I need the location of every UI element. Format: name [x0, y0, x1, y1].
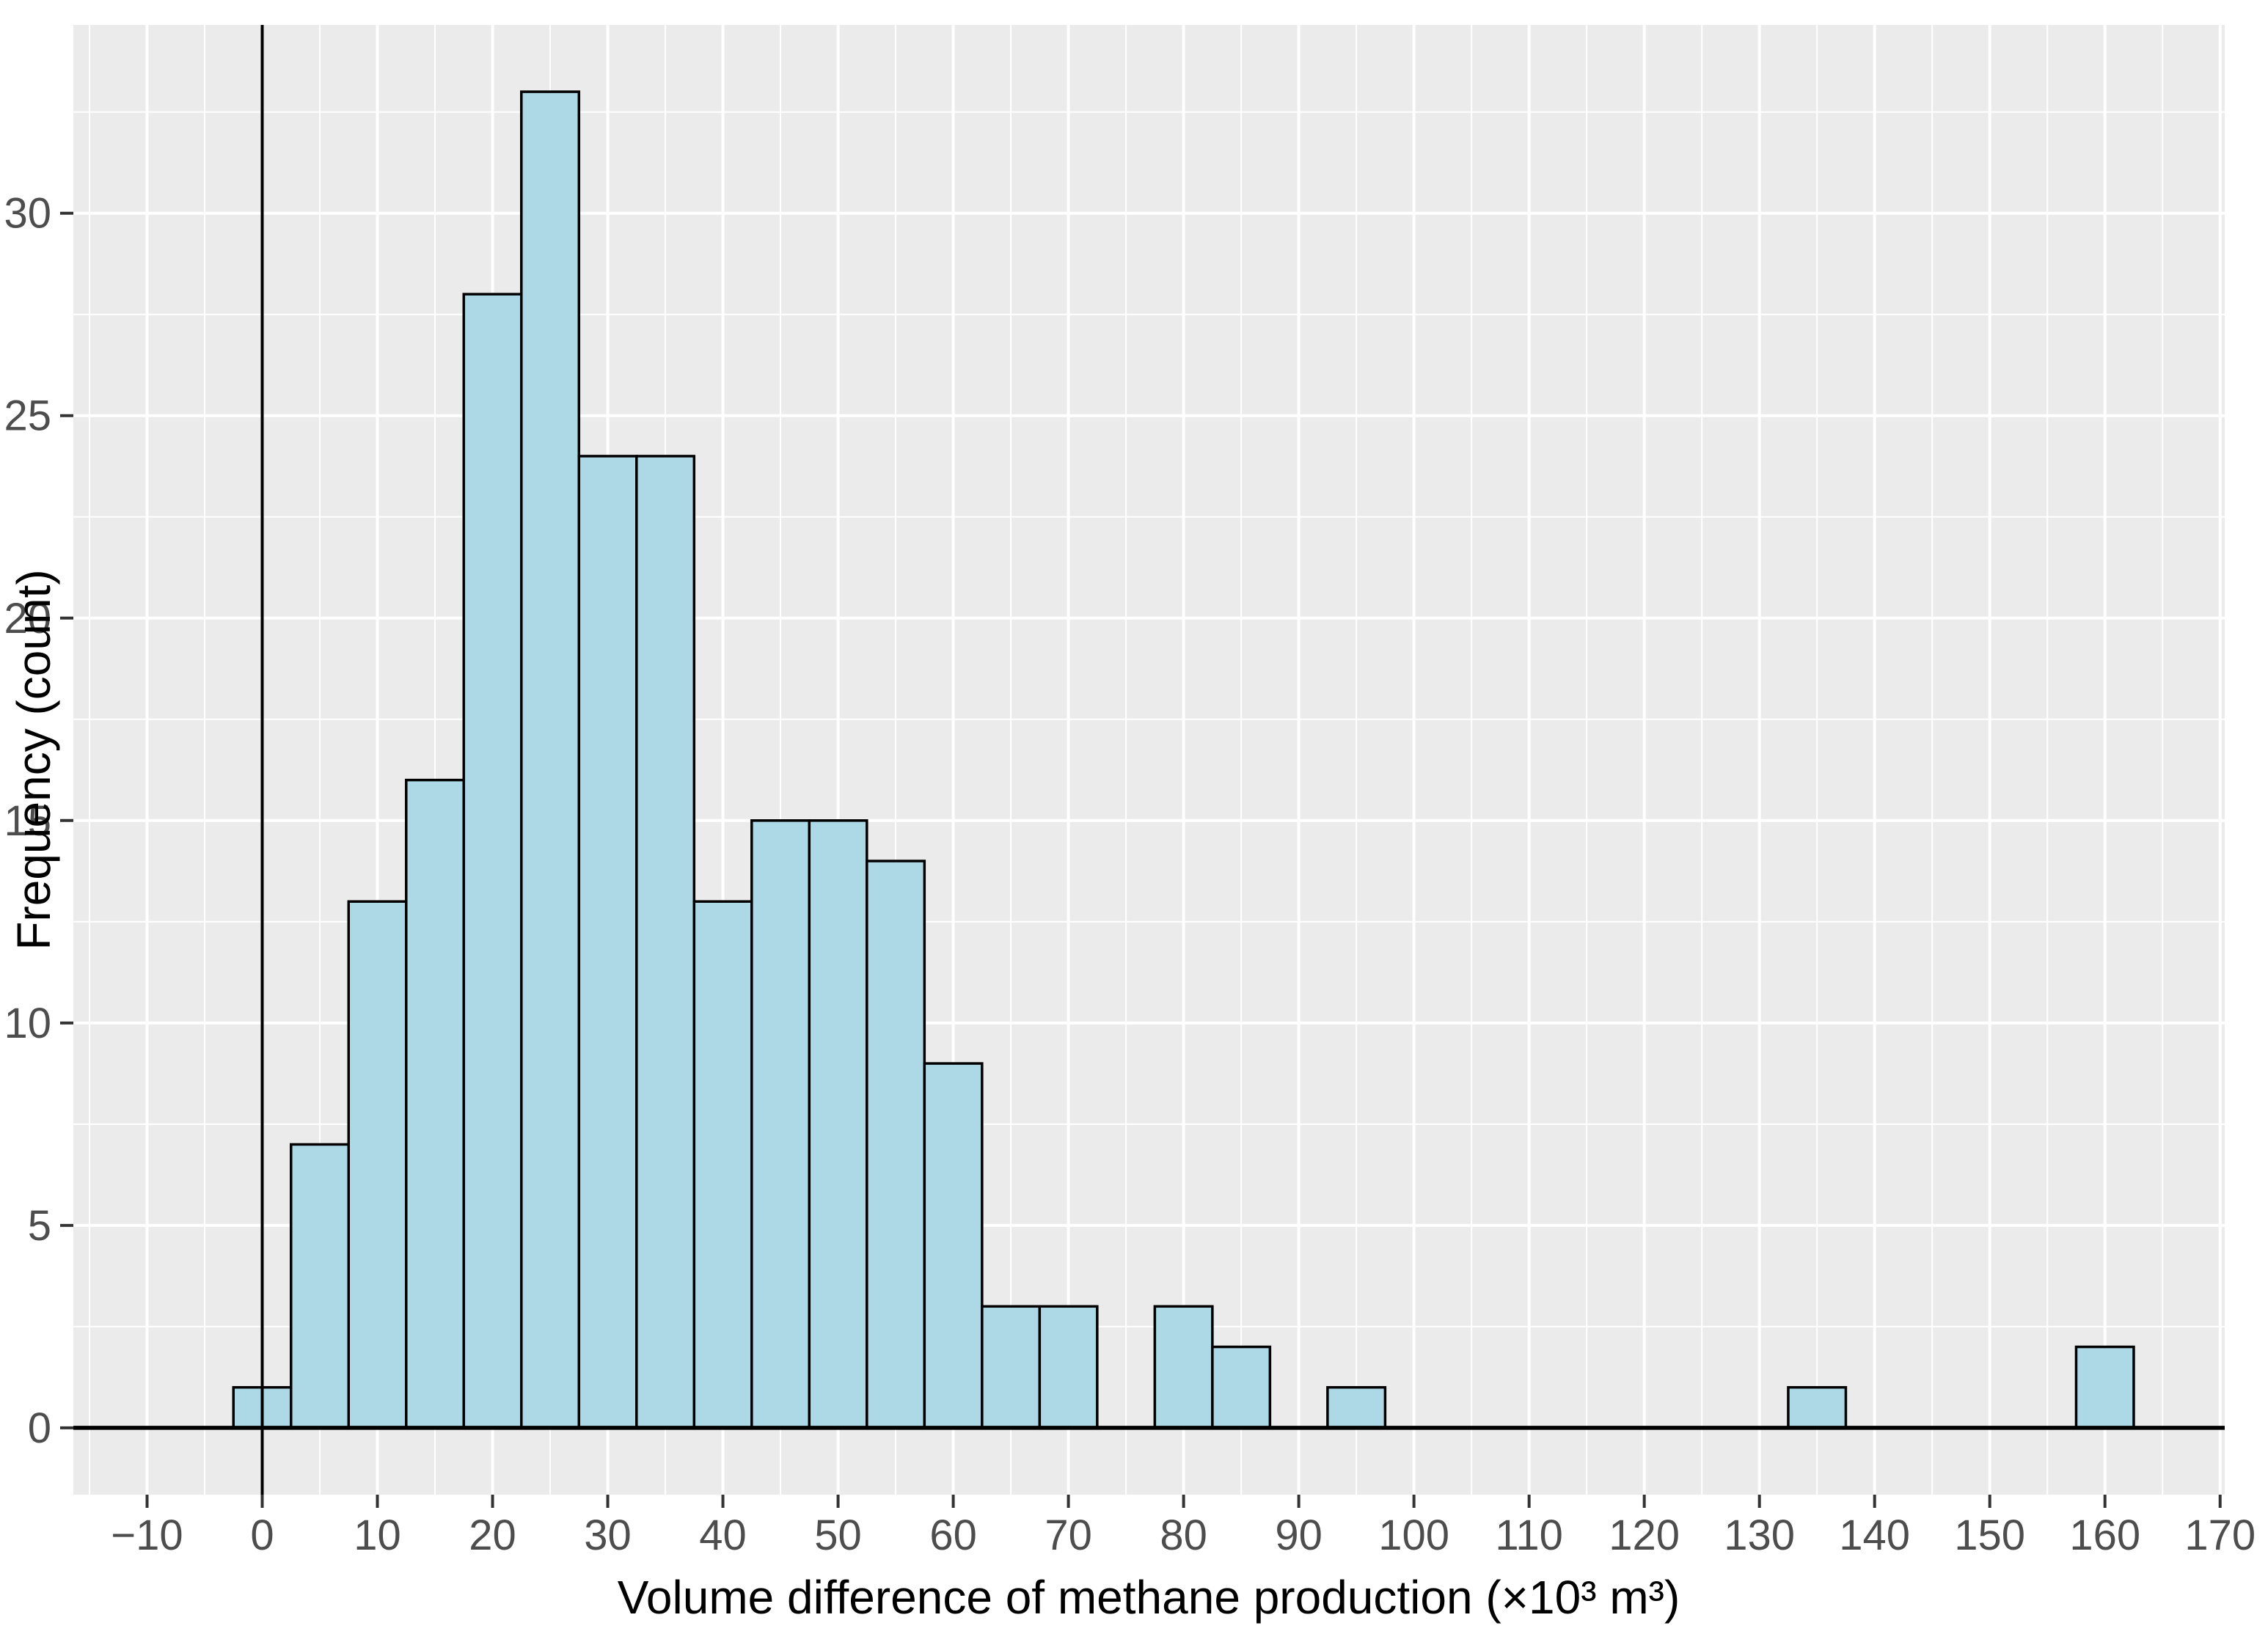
histogram-bar	[347, 900, 408, 1429]
x-tick-label: 110	[1495, 1512, 1562, 1559]
x-tick-label: 0	[250, 1512, 274, 1559]
x-tick-label: 50	[814, 1512, 862, 1559]
x-tick-label: 150	[1954, 1512, 2025, 1559]
histogram-bar	[692, 900, 753, 1429]
y-tick-label: 20	[4, 595, 51, 642]
x-tick-label: 90	[1275, 1512, 1323, 1559]
x-tick-label: −10	[111, 1512, 183, 1559]
x-tick-label: 120	[1609, 1512, 1680, 1559]
x-tick-label: 10	[354, 1512, 401, 1559]
histogram-bar	[1153, 1305, 1214, 1429]
histogram-bar	[981, 1305, 1042, 1429]
x-tick-label: 160	[2069, 1512, 2140, 1559]
y-tick-label: 15	[4, 797, 51, 845]
x-tick-label: 30	[584, 1512, 632, 1559]
histogram-bar	[1038, 1305, 1099, 1429]
histogram-bar	[405, 778, 466, 1429]
y-tick-label: 10	[4, 1000, 51, 1047]
x-tick-label: 40	[699, 1512, 747, 1559]
histogram-bar	[1211, 1345, 1272, 1429]
x-tick-label: 140	[1839, 1512, 1910, 1559]
x-tick-label: 60	[929, 1512, 977, 1559]
histogram-bar	[750, 819, 811, 1429]
histogram-bar	[2074, 1345, 2135, 1429]
y-tick-label: 5	[28, 1202, 51, 1250]
histogram-bar	[1787, 1385, 1848, 1429]
x-tick-label: 170	[2184, 1512, 2256, 1559]
x-tick-label: 20	[469, 1512, 516, 1559]
histogram-bar	[866, 860, 926, 1429]
y-tick-label: 0	[28, 1404, 51, 1452]
y-tick-label: 30	[4, 190, 51, 238]
x-tick-label: 70	[1045, 1512, 1092, 1559]
histogram-bar	[290, 1143, 351, 1429]
histogram-bar	[462, 293, 523, 1429]
x-tick-label: 100	[1378, 1512, 1449, 1559]
histogram-bar	[520, 90, 581, 1429]
x-axis-title: Volume difference of methane production …	[617, 1571, 1680, 1624]
histogram-bar	[577, 455, 638, 1429]
y-tick-label: 25	[4, 392, 51, 440]
histogram-bar	[1326, 1385, 1387, 1429]
histogram-bar	[808, 819, 868, 1429]
y-axis-title: Frequency (count)	[7, 569, 60, 950]
histogram-bar	[923, 1062, 984, 1429]
histogram-bar	[635, 455, 696, 1429]
x-tick-label: 130	[1724, 1512, 1795, 1559]
x-tick-label: 80	[1160, 1512, 1207, 1559]
